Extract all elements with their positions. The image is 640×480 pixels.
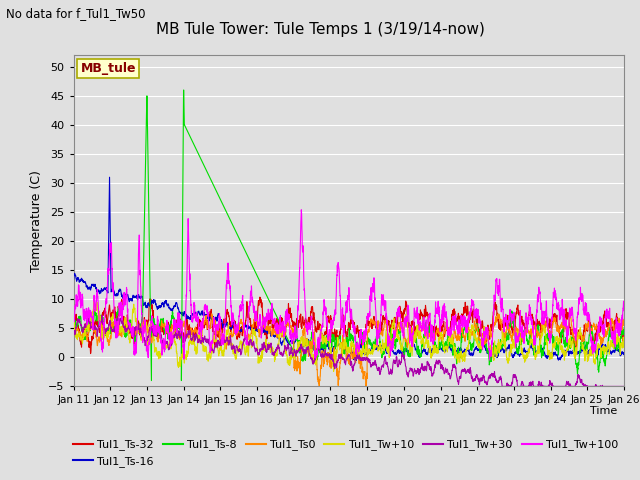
Text: No data for f_Tul1_Tw50: No data for f_Tul1_Tw50 xyxy=(6,7,146,20)
Text: MB Tule Tower: Tule Temps 1 (3/19/14-now): MB Tule Tower: Tule Temps 1 (3/19/14-now… xyxy=(156,22,484,36)
Y-axis label: Temperature (C): Temperature (C) xyxy=(29,170,43,272)
Text: Time: Time xyxy=(590,406,618,416)
Text: MB_tule: MB_tule xyxy=(81,62,136,75)
Legend: Tul1_Ts-32, Tul1_Ts-16, Tul1_Ts-8, Tul1_Ts0, Tul1_Tw+10, Tul1_Tw+30, Tul1_Tw+100: Tul1_Ts-32, Tul1_Ts-16, Tul1_Ts-8, Tul1_… xyxy=(68,435,623,471)
